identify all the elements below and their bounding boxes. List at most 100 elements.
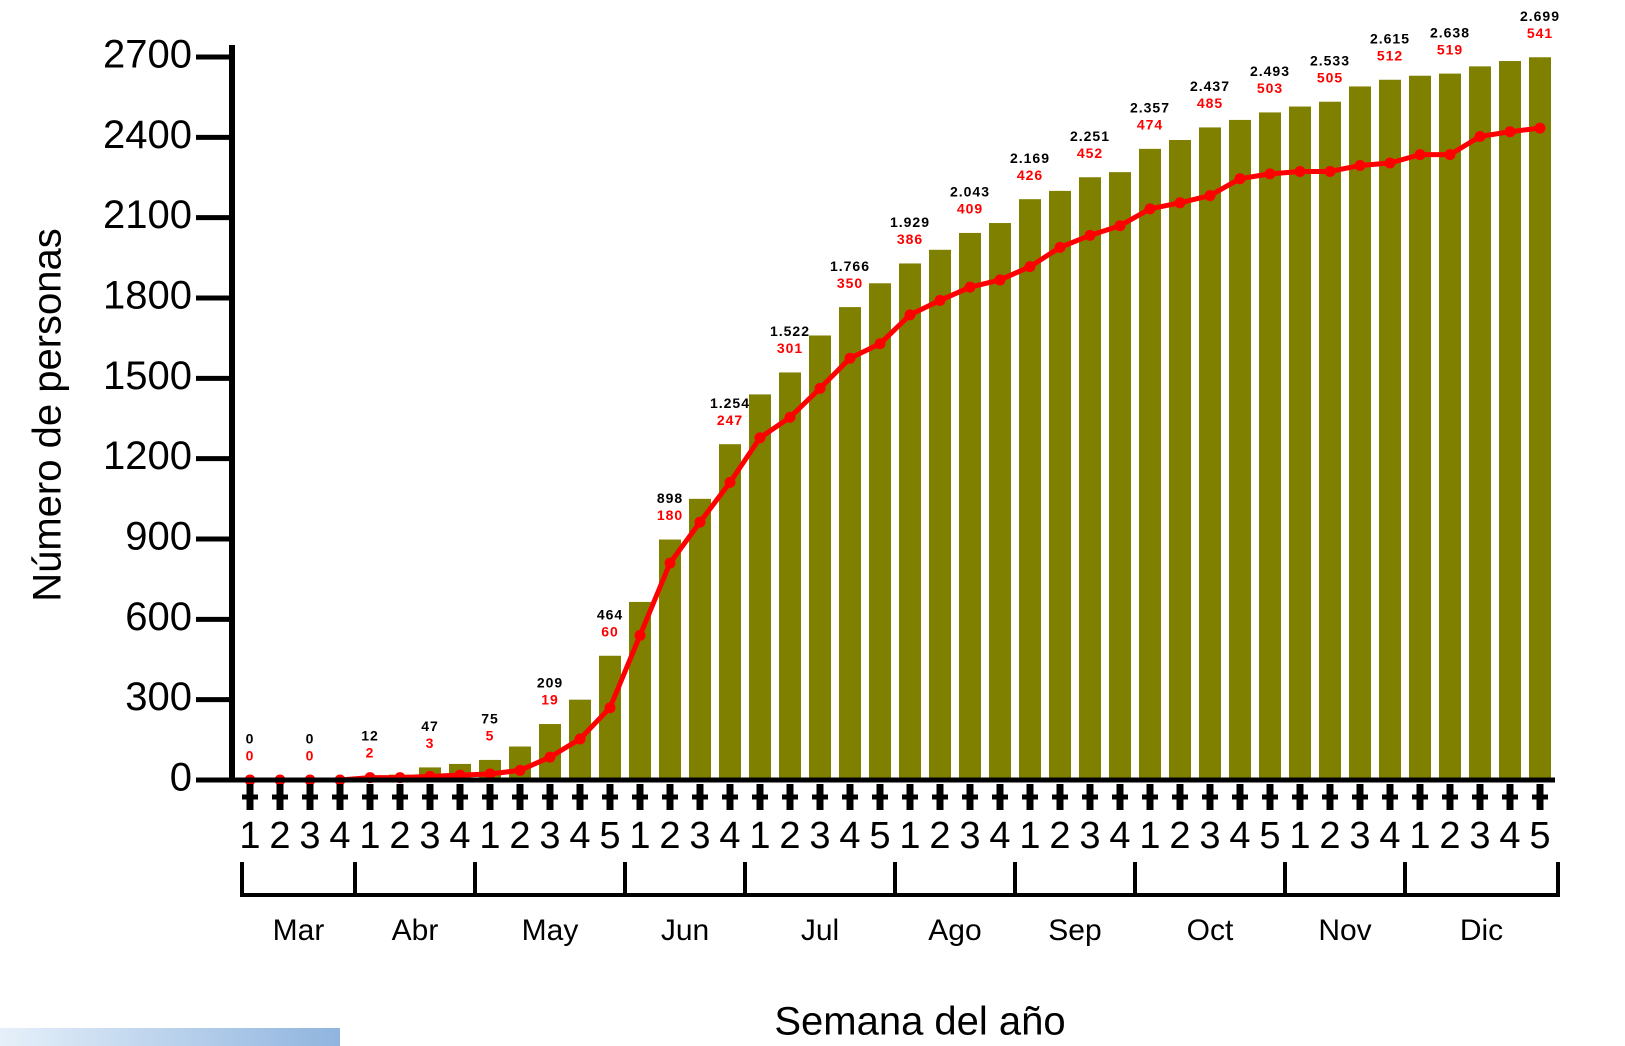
x-tick-label: 3 bbox=[1199, 815, 1220, 857]
data-label: 12 bbox=[361, 727, 379, 743]
data-label: 209 bbox=[537, 675, 563, 691]
line-point bbox=[1205, 190, 1216, 201]
x-tick-label: 1 bbox=[359, 815, 380, 857]
x-tick-label: 4 bbox=[1379, 815, 1400, 857]
x-tick-label: 1 bbox=[1139, 815, 1160, 857]
bar bbox=[1349, 86, 1371, 780]
x-tick-label: 3 bbox=[419, 815, 440, 857]
data-label: 464 bbox=[597, 606, 623, 622]
month-label: Abr bbox=[392, 914, 439, 947]
data-label: 180 bbox=[657, 507, 683, 523]
x-tick-label: 2 bbox=[389, 815, 410, 857]
month-label: Jul bbox=[801, 914, 839, 947]
data-label: 350 bbox=[837, 275, 863, 291]
data-label: 1.254 bbox=[710, 395, 750, 411]
data-label: 474 bbox=[1137, 117, 1163, 133]
data-label: 1.766 bbox=[830, 258, 870, 274]
bar bbox=[689, 499, 711, 780]
bar bbox=[1409, 76, 1431, 780]
y-tick-label: 300 bbox=[125, 675, 192, 719]
month-label: Ago bbox=[928, 914, 981, 947]
line-point bbox=[845, 353, 856, 364]
line-point bbox=[1115, 220, 1126, 231]
data-label: 386 bbox=[897, 231, 923, 247]
month-label: Nov bbox=[1318, 914, 1371, 947]
bar bbox=[1469, 66, 1491, 780]
line-point bbox=[545, 752, 556, 763]
bar bbox=[1529, 57, 1551, 780]
line-point bbox=[905, 309, 916, 320]
data-label: 0 bbox=[306, 731, 315, 747]
line-point bbox=[1475, 131, 1486, 142]
x-tick-label: 2 bbox=[929, 815, 950, 857]
data-label: 2.638 bbox=[1430, 24, 1470, 40]
line-point bbox=[875, 338, 886, 349]
line-point bbox=[1445, 149, 1456, 160]
line-point bbox=[635, 630, 646, 641]
bar bbox=[929, 250, 951, 780]
y-tick-label: 2400 bbox=[103, 113, 192, 157]
data-label: 3 bbox=[426, 735, 435, 751]
line-point bbox=[815, 383, 826, 394]
x-tick-label: 1 bbox=[479, 815, 500, 857]
bar bbox=[1289, 107, 1311, 780]
bar bbox=[1319, 102, 1341, 780]
line-point bbox=[755, 432, 766, 443]
x-tick-label: 4 bbox=[989, 815, 1010, 857]
x-tick-label: 4 bbox=[1109, 815, 1130, 857]
bar bbox=[899, 263, 921, 780]
data-label: 2.043 bbox=[950, 184, 990, 200]
x-tick-label: 2 bbox=[509, 815, 530, 857]
x-tick-label: 1 bbox=[1409, 815, 1430, 857]
data-label: 426 bbox=[1017, 167, 1043, 183]
line-point bbox=[995, 274, 1006, 285]
data-label: 2.699 bbox=[1520, 8, 1560, 24]
line-point bbox=[1355, 160, 1366, 171]
x-tick-label: 4 bbox=[569, 815, 590, 857]
bar bbox=[1019, 199, 1041, 780]
y-tick-label: 2100 bbox=[103, 193, 192, 237]
y-tick-label: 1500 bbox=[103, 354, 192, 398]
x-tick-label: 3 bbox=[809, 815, 830, 857]
data-label: 2.493 bbox=[1250, 63, 1290, 79]
line-point bbox=[1385, 158, 1396, 169]
x-tick-label: 2 bbox=[1169, 815, 1190, 857]
x-tick-label: 3 bbox=[539, 815, 560, 857]
x-tick-label: 2 bbox=[1049, 815, 1070, 857]
data-label: 60 bbox=[601, 623, 619, 639]
bar bbox=[629, 602, 651, 780]
data-label: 898 bbox=[657, 490, 683, 506]
x-tick-label: 1 bbox=[899, 815, 920, 857]
bar bbox=[839, 307, 861, 780]
x-tick-label: 3 bbox=[1469, 815, 1490, 857]
y-tick-label: 1800 bbox=[103, 274, 192, 318]
x-tick-label: 3 bbox=[299, 815, 320, 857]
line-point bbox=[965, 282, 976, 293]
data-label: 2.357 bbox=[1130, 100, 1170, 116]
bar bbox=[1199, 127, 1221, 780]
data-label: 5 bbox=[486, 728, 495, 744]
month-label: Dic bbox=[1460, 914, 1503, 947]
data-label: 2 bbox=[366, 744, 375, 760]
bar bbox=[1109, 172, 1131, 780]
data-label: 505 bbox=[1317, 69, 1343, 85]
line-point bbox=[695, 517, 706, 528]
line-point bbox=[605, 702, 616, 713]
month-label: Oct bbox=[1187, 914, 1234, 947]
line-point bbox=[1295, 166, 1306, 177]
x-tick-label: 3 bbox=[689, 815, 710, 857]
data-label: 0 bbox=[306, 748, 315, 764]
line-point bbox=[1265, 168, 1276, 179]
x-tick-label: 4 bbox=[329, 815, 350, 857]
data-label: 247 bbox=[717, 412, 743, 428]
bar bbox=[869, 283, 891, 780]
data-label: 519 bbox=[1437, 41, 1463, 57]
bar bbox=[1439, 74, 1461, 780]
month-label: May bbox=[522, 914, 579, 947]
data-label: 1.929 bbox=[890, 214, 930, 230]
data-label: 19 bbox=[541, 692, 559, 708]
x-tick-label: 1 bbox=[629, 815, 650, 857]
x-tick-label: 2 bbox=[659, 815, 680, 857]
x-tick-label: 2 bbox=[1319, 815, 1340, 857]
data-label: 485 bbox=[1197, 95, 1223, 111]
